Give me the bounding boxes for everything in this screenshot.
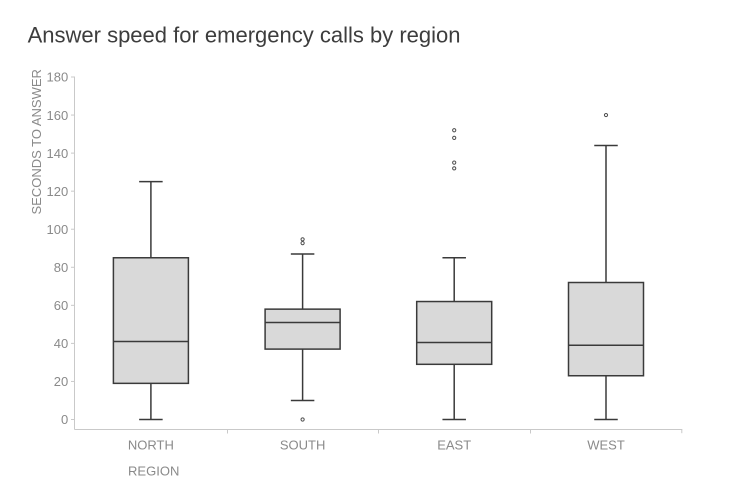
svg-text:120: 120: [46, 184, 68, 199]
svg-text:80: 80: [54, 260, 68, 275]
svg-text:REGION: REGION: [128, 464, 179, 478]
svg-text:Answer speed for emergency cal: Answer speed for emergency calls by regi…: [28, 23, 461, 48]
svg-text:160: 160: [46, 108, 68, 123]
svg-text:140: 140: [46, 146, 68, 161]
svg-text:100: 100: [46, 222, 68, 237]
svg-text:0: 0: [61, 412, 68, 427]
svg-text:NORTH: NORTH: [128, 438, 174, 453]
svg-text:40: 40: [54, 336, 68, 351]
svg-text:180: 180: [46, 70, 68, 85]
svg-text:EAST: EAST: [437, 438, 471, 453]
svg-text:SOUTH: SOUTH: [280, 438, 326, 453]
svg-text:SECONDS TO ANSWER: SECONDS TO ANSWER: [29, 69, 44, 214]
svg-text:60: 60: [54, 298, 68, 313]
svg-text:WEST: WEST: [587, 438, 625, 453]
svg-text:20: 20: [54, 374, 68, 389]
